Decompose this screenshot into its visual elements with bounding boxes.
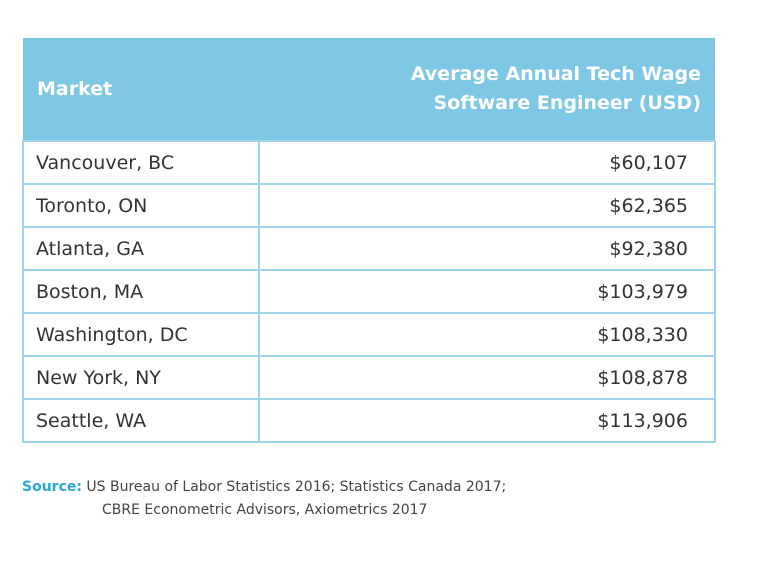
header-wage: Average Annual Tech Wage Software Enginee… bbox=[259, 38, 715, 141]
header-market: Market bbox=[23, 38, 259, 141]
wage-cell: $92,380 bbox=[258, 226, 716, 271]
wage-cell: $62,365 bbox=[258, 183, 716, 228]
header-wage-line2: Software Engineer (USD) bbox=[433, 92, 701, 114]
wage-cell: $113,906 bbox=[258, 398, 716, 443]
market-cell: Boston, MA bbox=[22, 269, 260, 314]
table-row: Washington, DC $108,330 bbox=[22, 312, 716, 357]
source-note: Source: US Bureau of Labor Statistics 20… bbox=[22, 476, 506, 522]
market-cell: Atlanta, GA bbox=[22, 226, 260, 271]
table-row: Atlanta, GA $92,380 bbox=[22, 226, 716, 271]
market-cell: New York, NY bbox=[22, 355, 260, 400]
wage-cell: $108,330 bbox=[258, 312, 716, 357]
wage-table: Market Average Annual Tech Wage Software … bbox=[22, 38, 716, 443]
table-row: Boston, MA $103,979 bbox=[22, 269, 716, 314]
table-row: Seattle, WA $113,906 bbox=[22, 398, 716, 443]
table-row: New York, NY $108,878 bbox=[22, 355, 716, 400]
source-label: Source: bbox=[22, 479, 82, 495]
source-line2: CBRE Econometric Advisors, Axiometrics 2… bbox=[102, 502, 428, 518]
header-wage-line1: Average Annual Tech Wage bbox=[410, 63, 701, 85]
wage-cell: $60,107 bbox=[258, 140, 716, 185]
wage-cell: $108,878 bbox=[258, 355, 716, 400]
market-cell: Seattle, WA bbox=[22, 398, 260, 443]
table-row: Toronto, ON $62,365 bbox=[22, 183, 716, 228]
market-cell: Washington, DC bbox=[22, 312, 260, 357]
market-cell: Vancouver, BC bbox=[22, 140, 260, 185]
table-row: Vancouver, BC $60,107 bbox=[22, 140, 716, 185]
source-line1: US Bureau of Labor Statistics 2016; Stat… bbox=[86, 479, 507, 495]
market-cell: Toronto, ON bbox=[22, 183, 260, 228]
wage-cell: $103,979 bbox=[258, 269, 716, 314]
